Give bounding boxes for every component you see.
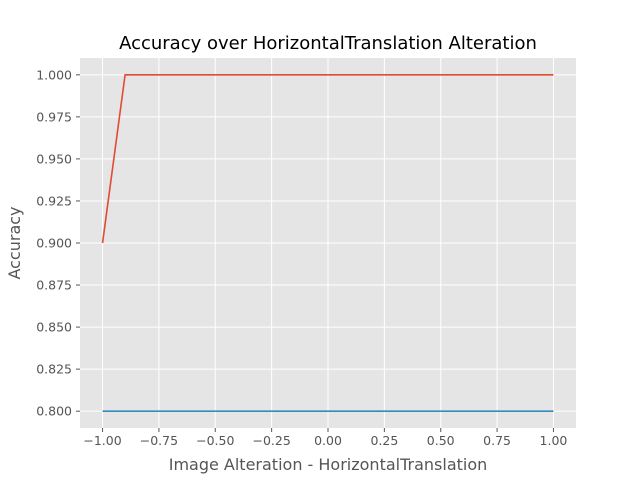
x-tick-label: 0.00	[314, 433, 342, 448]
y-tick-label: 0.925	[36, 193, 72, 208]
y-tick-label: 0.975	[36, 109, 72, 124]
y-tick-label: 0.825	[36, 362, 72, 377]
x-tick-label: −0.75	[140, 433, 178, 448]
x-tick-label: −0.25	[252, 433, 290, 448]
y-tick-label: 0.800	[36, 404, 72, 419]
y-tick-label: 1.000	[36, 67, 72, 82]
x-axis-label: Image Alteration - HorizontalTranslation	[169, 455, 488, 474]
series-line-1	[101, 74, 554, 244]
y-axis-ticks: 0.800 0.825 0.850 0.875 0.900 0.925 0.950 0.975…	[36, 67, 80, 419]
y-tick-label: 0.875	[36, 278, 72, 293]
x-tick-label: 1.00	[540, 433, 568, 448]
x-tick-label: −1.00	[83, 433, 121, 448]
y-tick-label: 0.900	[36, 236, 72, 251]
x-axis-ticks: −1.00 −0.75 −0.50 −0.25 0.00 0.25 0.50 0.75 1.00	[83, 428, 567, 448]
chart-title: Accuracy over HorizontalTranslation Alte…	[119, 33, 537, 54]
x-tick-label: 0.50	[427, 433, 455, 448]
y-tick-label: 0.850	[36, 320, 72, 335]
series-layer	[101, 74, 554, 412]
y-tick-label: 0.950	[36, 151, 72, 166]
x-tick-label: 0.75	[483, 433, 511, 448]
x-tick-label: −0.50	[196, 433, 234, 448]
x-tick-label: 0.25	[370, 433, 398, 448]
y-axis-label: Accuracy	[5, 206, 24, 279]
